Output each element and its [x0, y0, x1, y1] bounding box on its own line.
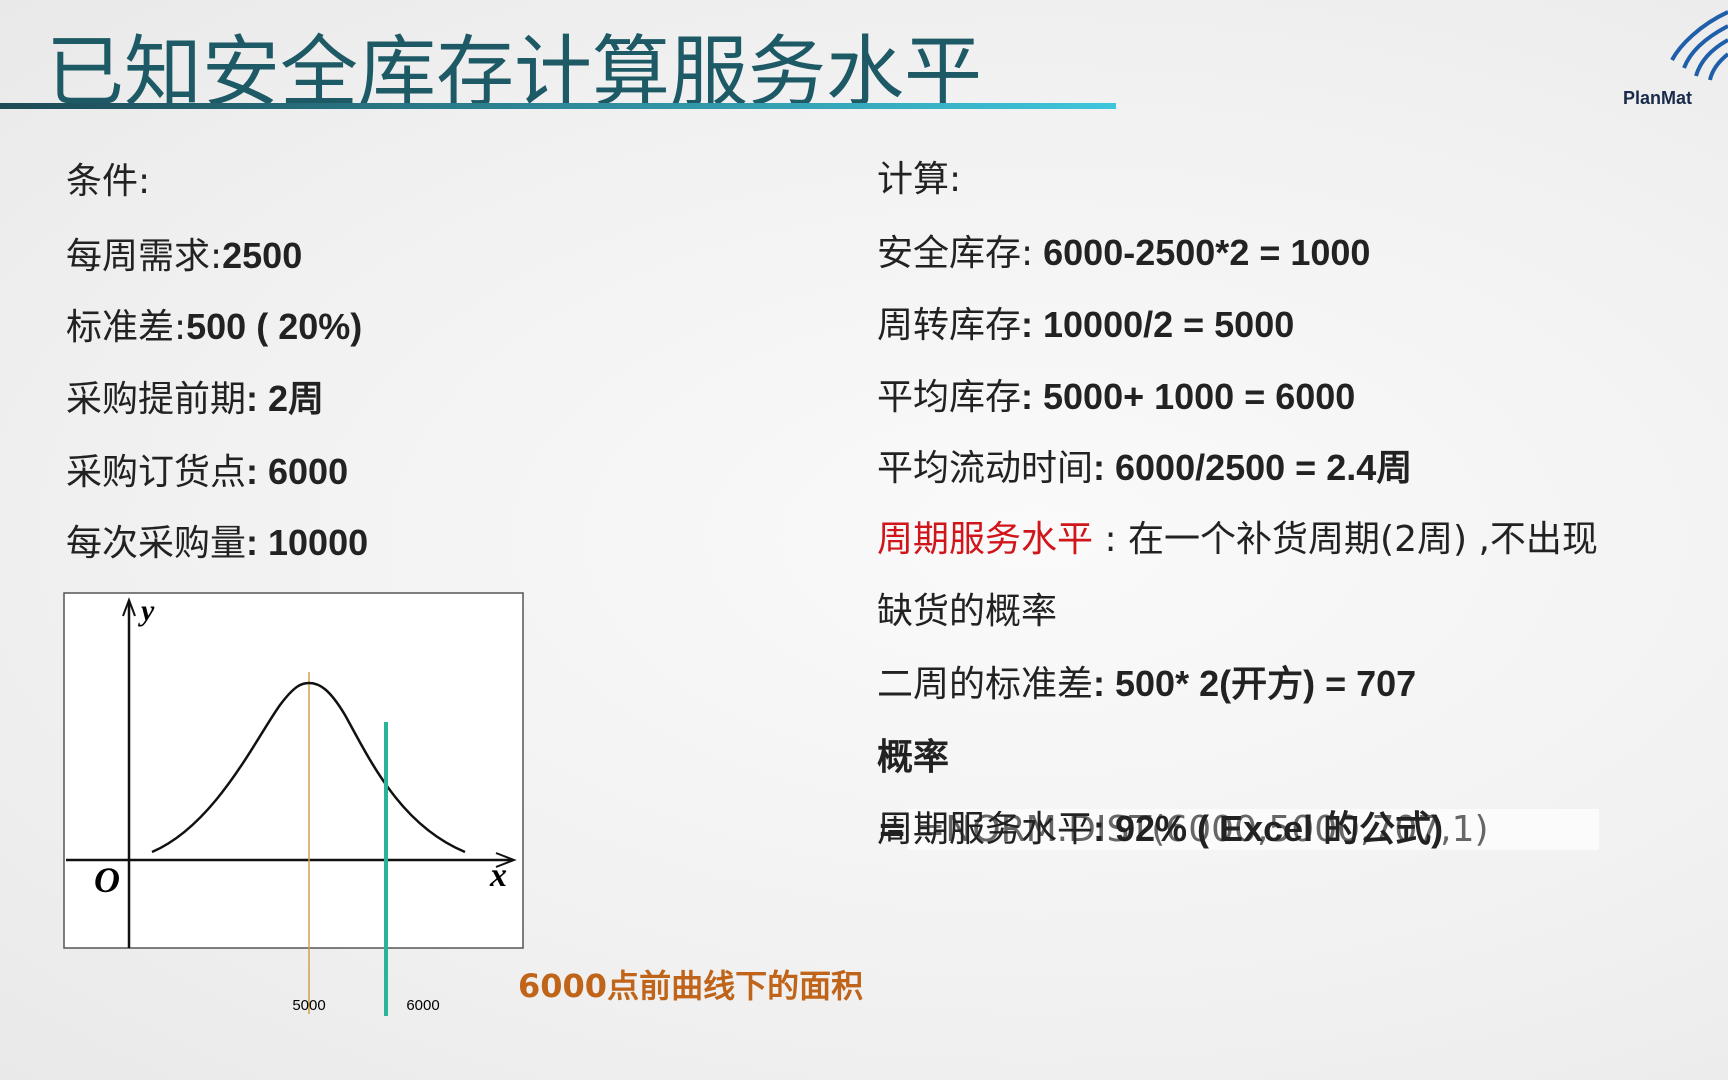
- item-line: 周期服务水平 : 在一个补货周期(2周) ,不出现缺货的概率: [877, 504, 1617, 648]
- x-arrow: [495, 852, 517, 868]
- bell-curve: [151, 681, 466, 854]
- origin-label: O: [94, 860, 120, 900]
- y-arrow: [122, 597, 136, 617]
- formula-box: =NORM.DIST(6000,5000,707,1): [907, 809, 1599, 850]
- logo-text: PlanMat: [1623, 88, 1693, 108]
- item-line: 周转库存: 10000/2 = 5000: [877, 289, 1617, 362]
- item-label: 概率=: [877, 737, 950, 850]
- item-value: : 500* 2(开方) = 707: [1093, 663, 1417, 704]
- item-value: : 6000/2500 = 2.4周: [1093, 447, 1413, 488]
- item-value: 500 ( 20%): [186, 306, 363, 347]
- item-line: 标准差:500 ( 20%): [66, 291, 362, 364]
- section-heading: 计算:: [877, 159, 962, 200]
- item-value: : 10000/2 = 5000: [1021, 304, 1295, 345]
- title-underline: [0, 103, 1116, 109]
- item-label: 周转库存: [877, 305, 1022, 346]
- section-heading: 条件:: [66, 161, 151, 202]
- item-value: : 92% ( Excel 的公式): [1093, 808, 1444, 849]
- item-label: 周期服务水平: [877, 519, 1094, 560]
- logo-mark: [1670, 10, 1728, 81]
- figure-caption: 6000点前曲线下的面积: [518, 967, 863, 1005]
- mean-label: 5000: [292, 997, 325, 1014]
- item-value: 2500: [222, 235, 303, 276]
- item-label: 周期服务水平: [877, 809, 1094, 850]
- item-line: 概率= =NORM.DIST(6000,5000,707,1): [877, 722, 1617, 866]
- title-decor: [0, 10, 1728, 109]
- item-value: : 6000: [246, 451, 349, 492]
- item-value: : 10000: [246, 522, 369, 563]
- x-label: x: [489, 857, 507, 894]
- y-label: y: [138, 594, 155, 627]
- item-value: : 2周: [246, 378, 325, 419]
- point-label: 6000: [406, 997, 439, 1014]
- item-line: 采购提前期: 2周: [66, 363, 324, 436]
- item-line: 采购订货点: 6000: [66, 436, 348, 509]
- item-value: : 5000+ 1000 = 6000: [1021, 376, 1356, 417]
- item-line: 安全库存: 6000-2500*2 = 1000: [877, 217, 1617, 290]
- item-line: 二周的标准差: 500* 2(开方) = 707: [877, 648, 1617, 721]
- item-value: 6000-2500*2 = 1000: [1033, 232, 1371, 273]
- item-label: 安全库存:: [877, 233, 1034, 274]
- item-value: : 在一个补货周期(2周) ,不出现缺货的概率: [877, 519, 1598, 632]
- item-label: 标准差:: [66, 307, 187, 348]
- item-label: 采购订货点: [66, 452, 247, 493]
- item-line: 周期服务水平: 92% ( Excel 的公式): [877, 793, 1617, 866]
- item-line: 平均流动时间: 6000/2500 = 2.4周: [877, 432, 1617, 505]
- item-line: 每周需求:2500: [66, 220, 302, 293]
- item-line: 每次采购量: 10000: [66, 507, 368, 580]
- item-label: 采购提前期: [66, 379, 247, 420]
- item-label: 每周需求:: [66, 236, 223, 277]
- item-label: 每次采购量: [66, 523, 247, 564]
- item-label: 平均库存: [877, 377, 1022, 418]
- figure-frame: [63, 592, 524, 949]
- item-label: 平均流动时间: [877, 448, 1094, 489]
- item-label: 二周的标准差: [877, 664, 1094, 705]
- item-line: 平均库存: 5000+ 1000 = 6000: [877, 361, 1617, 434]
